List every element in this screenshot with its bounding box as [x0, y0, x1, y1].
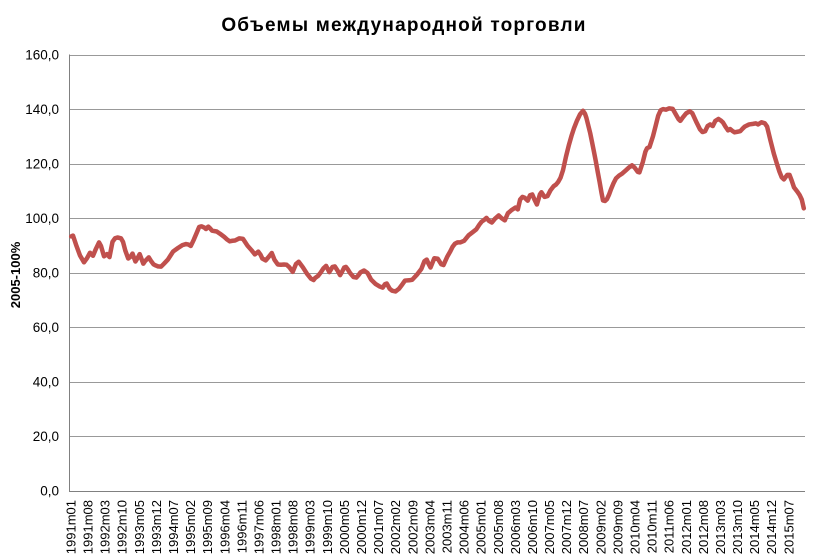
svg-text:2015m07: 2015m07 [781, 500, 796, 554]
svg-text:1998m01: 1998m01 [269, 500, 284, 554]
svg-text:2003m04: 2003m04 [422, 500, 437, 554]
svg-text:2005-100%: 2005-100% [8, 241, 23, 308]
svg-text:2009m02: 2009m02 [593, 500, 608, 554]
svg-text:2005m01: 2005m01 [474, 500, 489, 554]
svg-text:2002m02: 2002m02 [388, 500, 403, 554]
svg-text:1991m08: 1991m08 [81, 500, 96, 554]
svg-text:2003m11: 2003m11 [440, 500, 455, 553]
svg-text:1991m01: 1991m01 [63, 500, 78, 554]
svg-text:1997m06: 1997m06 [251, 500, 266, 554]
svg-text:2000m12: 2000m12 [354, 500, 369, 554]
svg-text:120,0: 120,0 [25, 157, 59, 172]
svg-text:2014m12: 2014m12 [764, 500, 779, 554]
svg-text:40,0: 40,0 [33, 375, 59, 390]
svg-text:1993m05: 1993m05 [132, 500, 147, 554]
svg-text:1996m11: 1996m11 [234, 500, 249, 553]
svg-text:2004m06: 2004m06 [457, 500, 472, 554]
svg-text:0,0: 0,0 [40, 484, 59, 499]
svg-text:100,0: 100,0 [25, 211, 59, 226]
svg-text:2013m10: 2013m10 [730, 500, 745, 554]
svg-text:2009m09: 2009m09 [610, 500, 625, 554]
svg-text:2012m01: 2012m01 [679, 500, 694, 554]
svg-text:2012m08: 2012m08 [696, 500, 711, 554]
svg-text:60,0: 60,0 [33, 320, 59, 335]
svg-text:1992m10: 1992m10 [115, 500, 130, 554]
svg-text:80,0: 80,0 [33, 266, 59, 281]
svg-text:2014m05: 2014m05 [747, 500, 762, 554]
svg-text:1996m04: 1996m04 [217, 500, 232, 554]
svg-text:2010m04: 2010m04 [628, 500, 643, 554]
svg-text:2007m12: 2007m12 [559, 500, 574, 554]
svg-text:2007m05: 2007m05 [542, 500, 557, 554]
svg-text:Объемы международной торговли: Объемы международной торговли [221, 15, 586, 36]
svg-text:160,0: 160,0 [25, 48, 59, 63]
svg-text:2006m10: 2006m10 [525, 500, 540, 554]
svg-text:1995m09: 1995m09 [200, 500, 215, 554]
svg-text:2000m05: 2000m05 [337, 500, 352, 554]
svg-text:1999m10: 1999m10 [320, 500, 335, 554]
svg-text:1993m12: 1993m12 [149, 500, 164, 554]
svg-text:1995m02: 1995m02 [183, 500, 198, 554]
svg-text:1998m08: 1998m08 [286, 500, 301, 554]
svg-text:2005m08: 2005m08 [491, 500, 506, 554]
svg-text:2002m09: 2002m09 [405, 500, 420, 554]
svg-text:1992m03: 1992m03 [98, 500, 113, 554]
svg-text:2001m07: 2001m07 [371, 500, 386, 554]
svg-text:2011m06: 2011m06 [662, 500, 677, 553]
svg-text:2006m03: 2006m03 [508, 500, 523, 554]
svg-text:140,0: 140,0 [25, 102, 59, 117]
svg-text:1994m07: 1994m07 [166, 500, 181, 554]
svg-text:2013m03: 2013m03 [713, 500, 728, 554]
svg-text:2008m07: 2008m07 [576, 500, 591, 554]
svg-text:1999m03: 1999m03 [303, 500, 318, 554]
svg-text:2010m11: 2010m11 [645, 500, 660, 553]
svg-text:20,0: 20,0 [33, 429, 59, 444]
